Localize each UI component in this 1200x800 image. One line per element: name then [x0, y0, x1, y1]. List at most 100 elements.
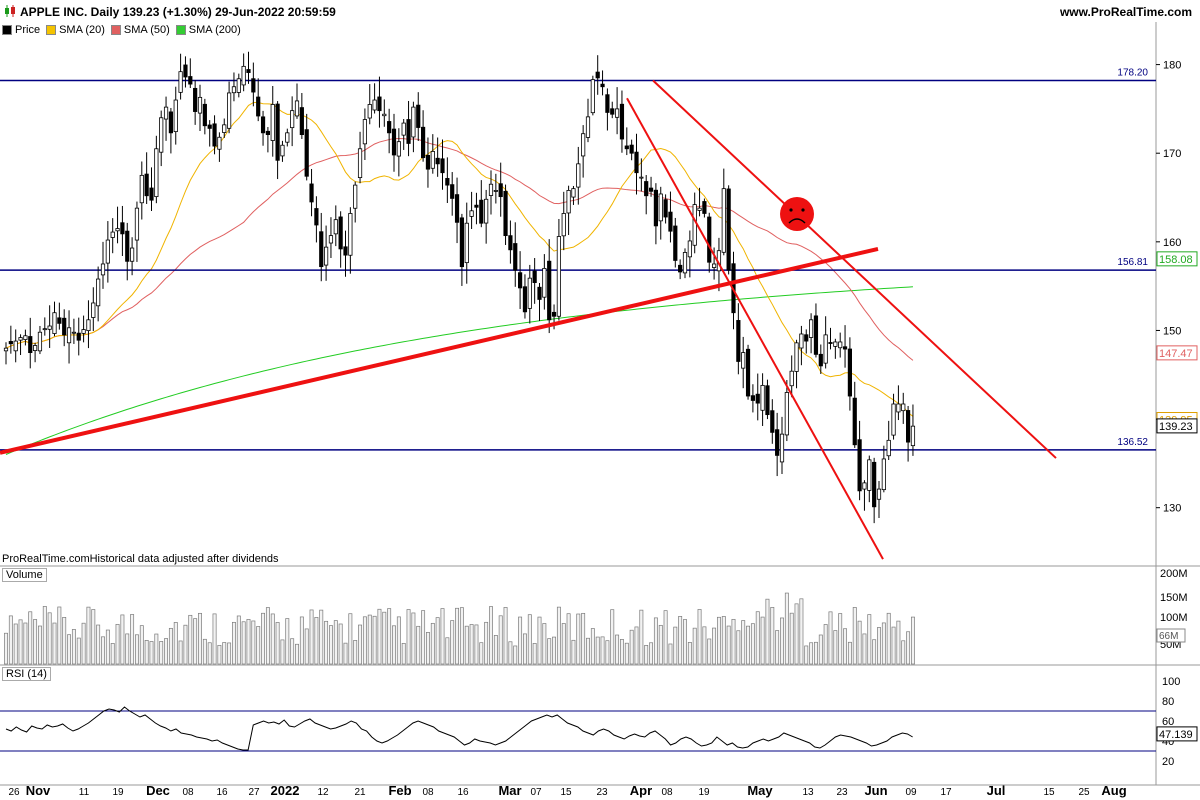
candle-body: [8, 341, 13, 345]
candle-body: [86, 319, 91, 332]
price-tag-label: 147.47: [1159, 348, 1193, 360]
volume-bar: [28, 611, 33, 665]
candle-body: [91, 302, 96, 318]
volume-bar: [207, 642, 212, 665]
volume-bar: [886, 612, 891, 665]
volume-bar: [168, 627, 173, 665]
volume-bar: [202, 638, 207, 665]
volume-bar: [789, 612, 794, 665]
volume-bar: [353, 640, 358, 665]
candle-body: [33, 345, 38, 351]
candle-body: [459, 217, 465, 268]
volume-bar: [120, 614, 125, 665]
legend-label: SMA (20): [59, 24, 105, 36]
volume-bar: [595, 636, 600, 665]
volume-bar: [493, 635, 498, 665]
candle-body: [139, 174, 144, 204]
candle-body: [498, 183, 503, 198]
volume-bar: [547, 638, 552, 665]
volume-bar: [707, 638, 712, 665]
volume-bar: [489, 606, 493, 665]
brand-link[interactable]: www.ProRealTime.com: [1059, 5, 1192, 19]
volume-bar: [852, 607, 857, 665]
volume-bar: [130, 614, 135, 665]
volume-bar: [183, 624, 188, 665]
candle-body: [193, 87, 198, 112]
legend-swatch: [2, 25, 12, 35]
volume-bar: [746, 625, 751, 665]
volume-bar: [653, 617, 658, 665]
volume-bar: [392, 625, 396, 665]
volume-bar: [246, 619, 251, 665]
legend-label: SMA (200): [188, 24, 241, 36]
date-tick-label: May: [747, 783, 773, 798]
date-tick-label: Nov: [26, 783, 51, 798]
volume-bar: [581, 612, 586, 665]
sma200-line: [5, 286, 913, 455]
volume-bar: [251, 620, 256, 665]
candle-body: [212, 123, 217, 147]
volume-bar: [411, 612, 416, 665]
volume-bar: [484, 621, 489, 665]
volume-bar: [479, 642, 484, 665]
volume-bar: [33, 619, 38, 665]
date-tick-label: 07: [530, 787, 542, 798]
date-tick-label: 27: [248, 787, 260, 798]
candle-body: [906, 410, 911, 443]
legend-item-sma20[interactable]: SMA (20): [46, 23, 105, 37]
legend-item-sma200[interactable]: SMA (200): [175, 23, 241, 37]
candle-body: [387, 121, 392, 134]
candle-body: [144, 173, 149, 197]
volume-bar: [338, 623, 343, 665]
legend-item-sma50[interactable]: SMA (50): [110, 23, 170, 37]
candle-body: [37, 331, 43, 352]
candle-body: [702, 201, 707, 214]
volume-bar: [731, 618, 736, 665]
volume-bar: [678, 616, 683, 665]
volume-bar: [76, 637, 81, 665]
volume-bar: [445, 637, 450, 665]
candle-body: [828, 342, 833, 344]
candle-body: [605, 94, 610, 113]
volume-bar: [755, 611, 760, 665]
price-tag-box: [1156, 345, 1198, 361]
volume-bar: [566, 613, 571, 665]
candle-body: [872, 461, 877, 508]
date-tick-label: 15: [1043, 787, 1055, 798]
candle-body: [333, 219, 338, 235]
candle-body: [23, 335, 28, 340]
candle-body: [551, 311, 557, 317]
date-tick-label: Aug: [1101, 783, 1126, 798]
candle-body: [857, 439, 862, 492]
volume-bar: [508, 641, 513, 665]
volume-bar: [241, 621, 246, 665]
volume-bar: [377, 608, 382, 665]
volume-bar: [270, 613, 275, 665]
volume-bar: [154, 633, 159, 665]
rsi-panel-label[interactable]: RSI (14): [2, 667, 51, 681]
price-tick-label: 130: [1163, 503, 1181, 515]
price-tick-label: 180: [1163, 60, 1181, 72]
candle-body: [338, 216, 343, 250]
volume-bar: [430, 622, 435, 665]
candle-body: [256, 96, 261, 117]
candle-body: [411, 106, 416, 138]
volume-panel-label[interactable]: Volume: [2, 568, 47, 582]
rsi-tick-label: 100: [1162, 676, 1180, 688]
volume-bar: [256, 626, 261, 665]
candle-body: [343, 246, 348, 256]
candle-body: [222, 124, 227, 133]
volume-bar: [236, 615, 241, 665]
volume-tick-label: 200M: [1160, 568, 1188, 580]
volume-bar: [52, 622, 57, 665]
candle-body: [585, 116, 591, 138]
candle-body: [852, 397, 857, 446]
candle-body: [115, 228, 120, 232]
legend-swatch: [175, 25, 186, 35]
candle-body: [639, 176, 644, 179]
date-tick-label: 2022: [271, 783, 300, 798]
legend-item-price[interactable]: Price: [2, 23, 40, 37]
volume-bar: [426, 632, 430, 665]
candle-body: [522, 286, 528, 313]
